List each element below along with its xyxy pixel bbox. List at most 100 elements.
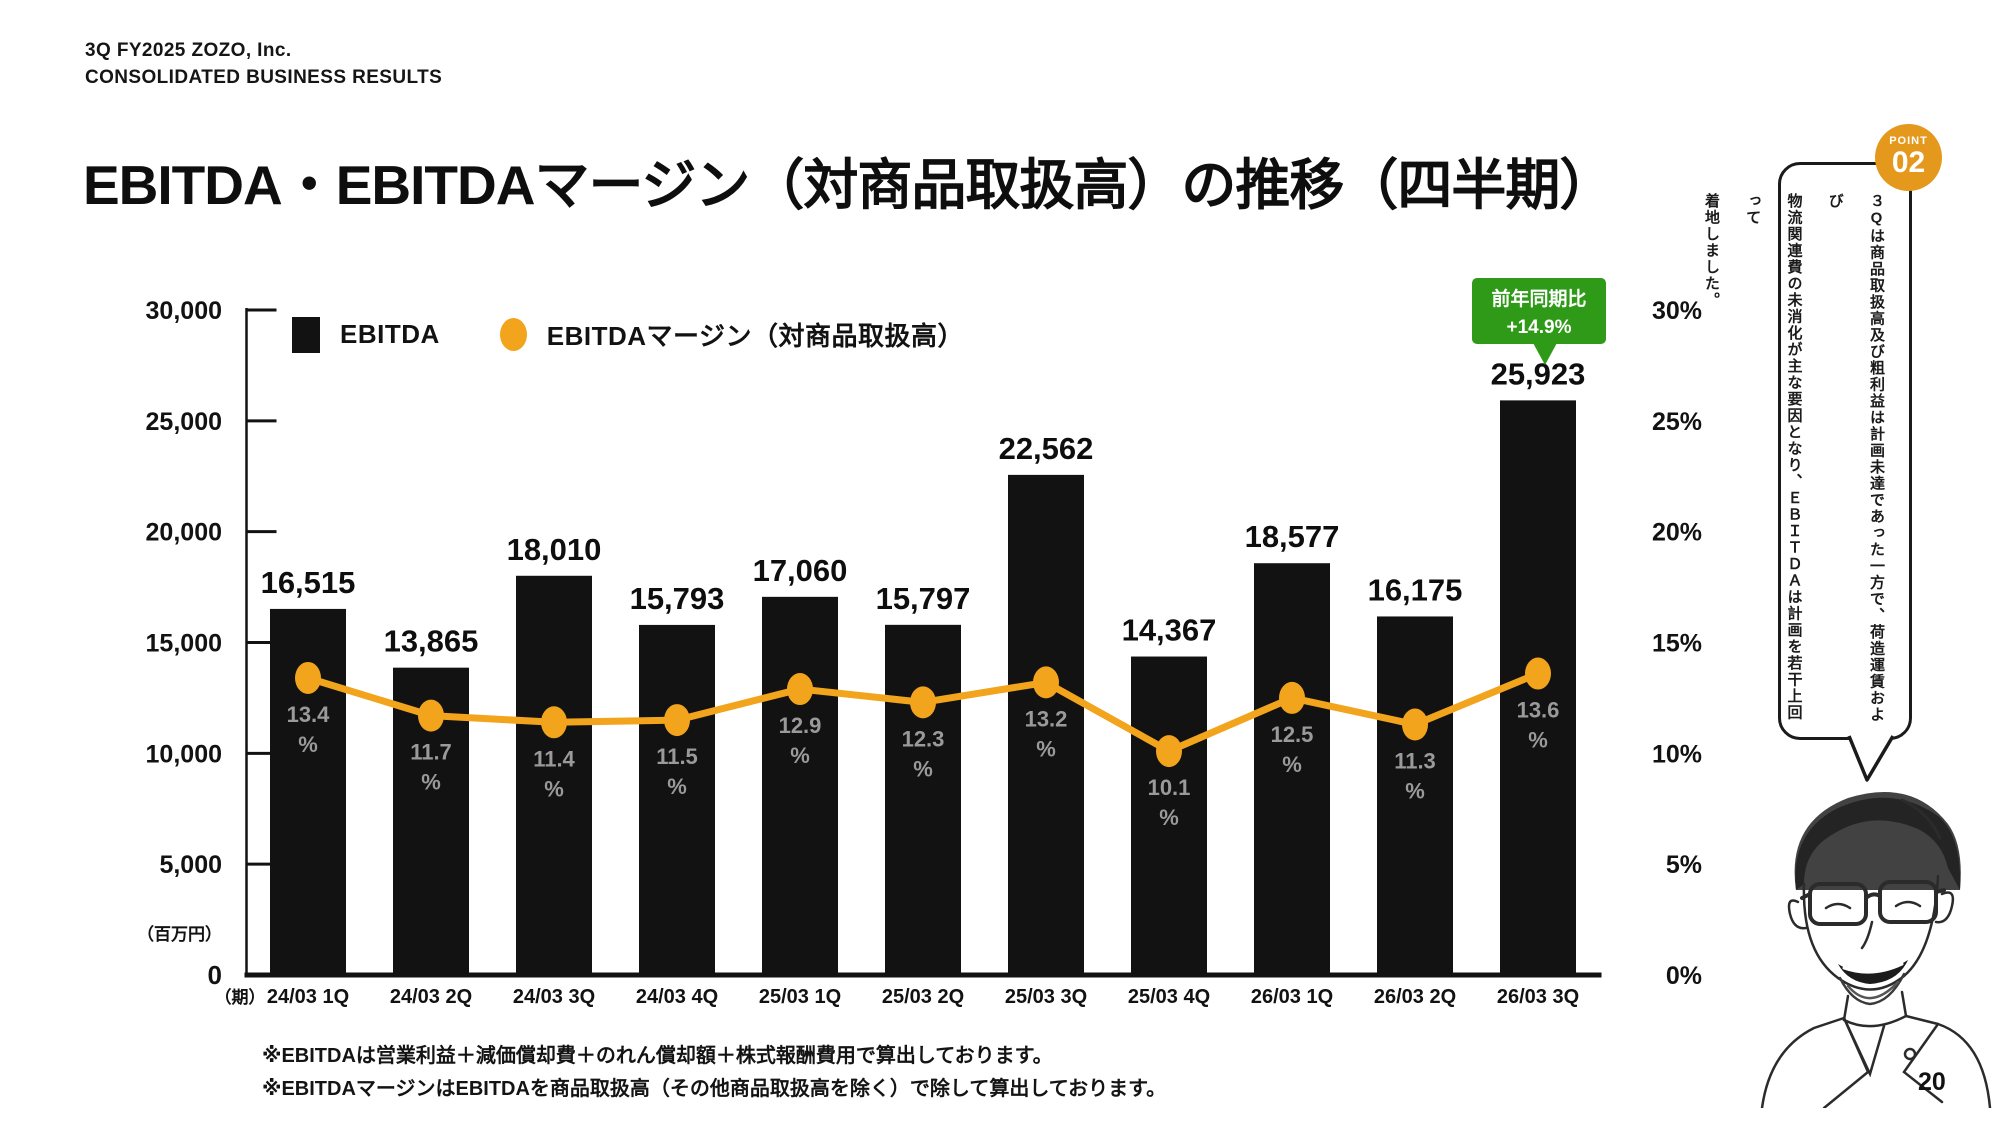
x-axis-category-label: 25/03 3Q — [1005, 986, 1087, 1008]
bar-series-swatch — [292, 316, 320, 353]
ebitda-bar — [1254, 563, 1330, 975]
footnote-2: ※EBITDAマージンはEBITDAを商品取扱高（その他商品取扱高を除く）で除し… — [262, 1078, 1167, 1100]
margin-value-label: 11.3 — [1394, 749, 1436, 774]
margin-unit-label: % — [913, 756, 933, 781]
yoy-badge-title: 前年同期比 — [1491, 289, 1587, 310]
slide-header: 3Q FY2025 ZOZO, Inc. CONSOLIDATED BUSINE… — [85, 38, 442, 91]
footnotes: ※EBITDAは営業利益＋減価償却費＋のれん償却額＋株式報酬費用で算出しておりま… — [262, 1040, 1166, 1106]
y-axis-unit-label: （百万円） — [137, 924, 222, 944]
point-02-badge: POINT 02 — [1875, 124, 1942, 191]
margin-unit-label: % — [1036, 736, 1056, 761]
ebitda-bar-value-label: 17,060 — [753, 553, 848, 588]
y-axis-tick-label: 5,000 — [159, 851, 222, 879]
margin-value-label: 12.9 — [779, 713, 822, 738]
y-axis-tick-label: 30,000 — [146, 297, 222, 325]
slide-header-line1: 3Q FY2025 ZOZO, Inc. — [85, 40, 292, 61]
ebitda-bar-value-label: 16,515 — [261, 565, 356, 600]
legend-item-ebitda: EBITDA — [292, 316, 440, 353]
margin-unit-label: % — [667, 774, 687, 799]
ebitda-bar-value-label: 15,793 — [630, 581, 725, 616]
y-axis-tick-label: 15,000 — [146, 630, 222, 658]
ebitda-bar — [1377, 616, 1453, 975]
margin-value-label: 10.1 — [1148, 775, 1191, 800]
legend-bar-label: EBITDA — [340, 319, 440, 349]
ebitda-bar — [639, 624, 715, 975]
legend-item-margin: EBITDAマージン（対商品取扱高） — [499, 316, 965, 353]
footnote-1: ※EBITDAは営業利益＋減価償却費＋のれん償却額＋株式報酬費用で算出しておりま… — [262, 1045, 1053, 1067]
margin-dot — [1033, 666, 1059, 699]
ebitda-bar — [885, 624, 961, 975]
page-title: EBITDA・EBITDAマージン（対商品取扱高）の推移（四半期） — [83, 154, 1614, 216]
margin-dot — [295, 661, 321, 694]
x-axis-category-label: 26/03 1Q — [1251, 986, 1333, 1008]
x-axis-category-label: 24/03 2Q — [390, 986, 472, 1008]
pct-axis-tick-label: 10% — [1652, 740, 1702, 768]
margin-unit-label: % — [1528, 728, 1548, 753]
bubble-column-3: 着地しました。 — [1703, 193, 1720, 309]
margin-value-label: 13.4 — [287, 702, 331, 727]
pct-axis-tick-label: 25% — [1652, 408, 1702, 436]
comment-bubble: ３Qは商品取扱高及び粗利益は計画未達であった一方で、荷造運賃および 物流関連費の… — [1703, 162, 1912, 740]
y-axis-tick-label: 25,000 — [146, 408, 222, 436]
pct-axis-tick-label: 5% — [1666, 851, 1702, 879]
margin-dot — [910, 686, 936, 719]
margin-value-label: 12.5 — [1271, 722, 1314, 747]
chart-legend: EBITDA EBITDAマージン（対商品取扱高） — [292, 316, 1002, 353]
ebitda-bar — [1008, 474, 1084, 975]
ebitda-bar-value-label: 22,562 — [999, 431, 1094, 466]
margin-value-label: 13.6 — [1517, 698, 1560, 723]
margin-dot — [1156, 735, 1182, 768]
margin-value-label: 11.5 — [656, 744, 698, 769]
ebitda-bar-value-label: 18,010 — [507, 532, 602, 567]
ebitda-bar-value-label: 13,865 — [384, 624, 479, 659]
ebitda-bar-value-label: 18,577 — [1245, 519, 1340, 554]
legend-line-label: EBITDAマージン（対商品取扱高） — [546, 321, 965, 351]
margin-dot — [1402, 708, 1428, 741]
comment-bubble-text: ３Qは商品取扱高及び粗利益は計画未達であった一方で、荷造運賃および 物流関連費の… — [1703, 193, 1897, 723]
margin-unit-label: % — [790, 743, 810, 768]
margin-dot — [418, 699, 444, 732]
margin-dot — [787, 673, 813, 706]
x-axis-category-label: 25/03 4Q — [1128, 986, 1210, 1008]
point-badge-number: 02 — [1891, 146, 1926, 179]
pct-axis-tick-label: 30% — [1652, 297, 1702, 325]
ebitda-bar-value-label: 14,367 — [1122, 613, 1217, 648]
slide-header-line2: CONSOLIDATED BUSINESS RESULTS — [85, 66, 443, 88]
yoy-badge-value: +14.9% — [1506, 316, 1572, 338]
margin-value-label: 11.4 — [533, 746, 575, 771]
y-axis-tick-label: 20,000 — [146, 519, 222, 547]
margin-value-label: 13.2 — [1025, 706, 1068, 731]
x-axis-category-label: 26/03 3Q — [1497, 986, 1579, 1008]
ebitda-bar — [762, 596, 838, 975]
bubble-column-1: ３Qは商品取扱高及び粗利益は計画未達であった一方で、荷造運賃および — [1826, 193, 1885, 723]
margin-unit-label: % — [1282, 752, 1302, 777]
page-number: 20 — [1918, 1068, 1946, 1096]
margin-unit-label: % — [544, 776, 564, 801]
x-axis-category-label: 24/03 3Q — [513, 986, 595, 1008]
ebitda-bar — [1131, 656, 1207, 975]
bubble-column-2: 物流関連費の未消化が主な要因となり、ＥＢＩＴＤＡは計画を若干上回って — [1744, 193, 1803, 721]
y-axis-tick-label: 10,000 — [146, 740, 222, 768]
yoy-badge-tail — [1532, 341, 1558, 365]
margin-dot — [664, 704, 690, 737]
margin-unit-label: % — [1405, 779, 1425, 804]
x-axis-category-label: 24/03 4Q — [636, 986, 718, 1008]
x-axis-category-label: 25/03 2Q — [882, 986, 964, 1008]
margin-dot — [541, 706, 567, 739]
speaker-portrait-illustration — [1760, 791, 1992, 1108]
pct-axis-tick-label: 15% — [1652, 630, 1702, 658]
y-axis-zero-label: 0 — [208, 960, 222, 990]
margin-unit-label: % — [1159, 805, 1179, 830]
point-badge-label: POINT — [1889, 135, 1928, 147]
margin-unit-label: % — [298, 732, 318, 757]
margin-value-label: 11.7 — [410, 740, 452, 765]
pct-axis-tick-label: 20% — [1652, 519, 1702, 547]
margin-dot — [1279, 681, 1305, 714]
ebitda-bar-value-label: 16,175 — [1368, 572, 1463, 607]
x-axis-category-label: 26/03 2Q — [1374, 986, 1456, 1008]
ebitda-bar — [516, 575, 592, 975]
ebitda-bar-value-label: 15,797 — [876, 581, 971, 616]
x-axis-unit-label: （期） — [215, 987, 266, 1007]
margin-unit-label: % — [421, 770, 441, 795]
